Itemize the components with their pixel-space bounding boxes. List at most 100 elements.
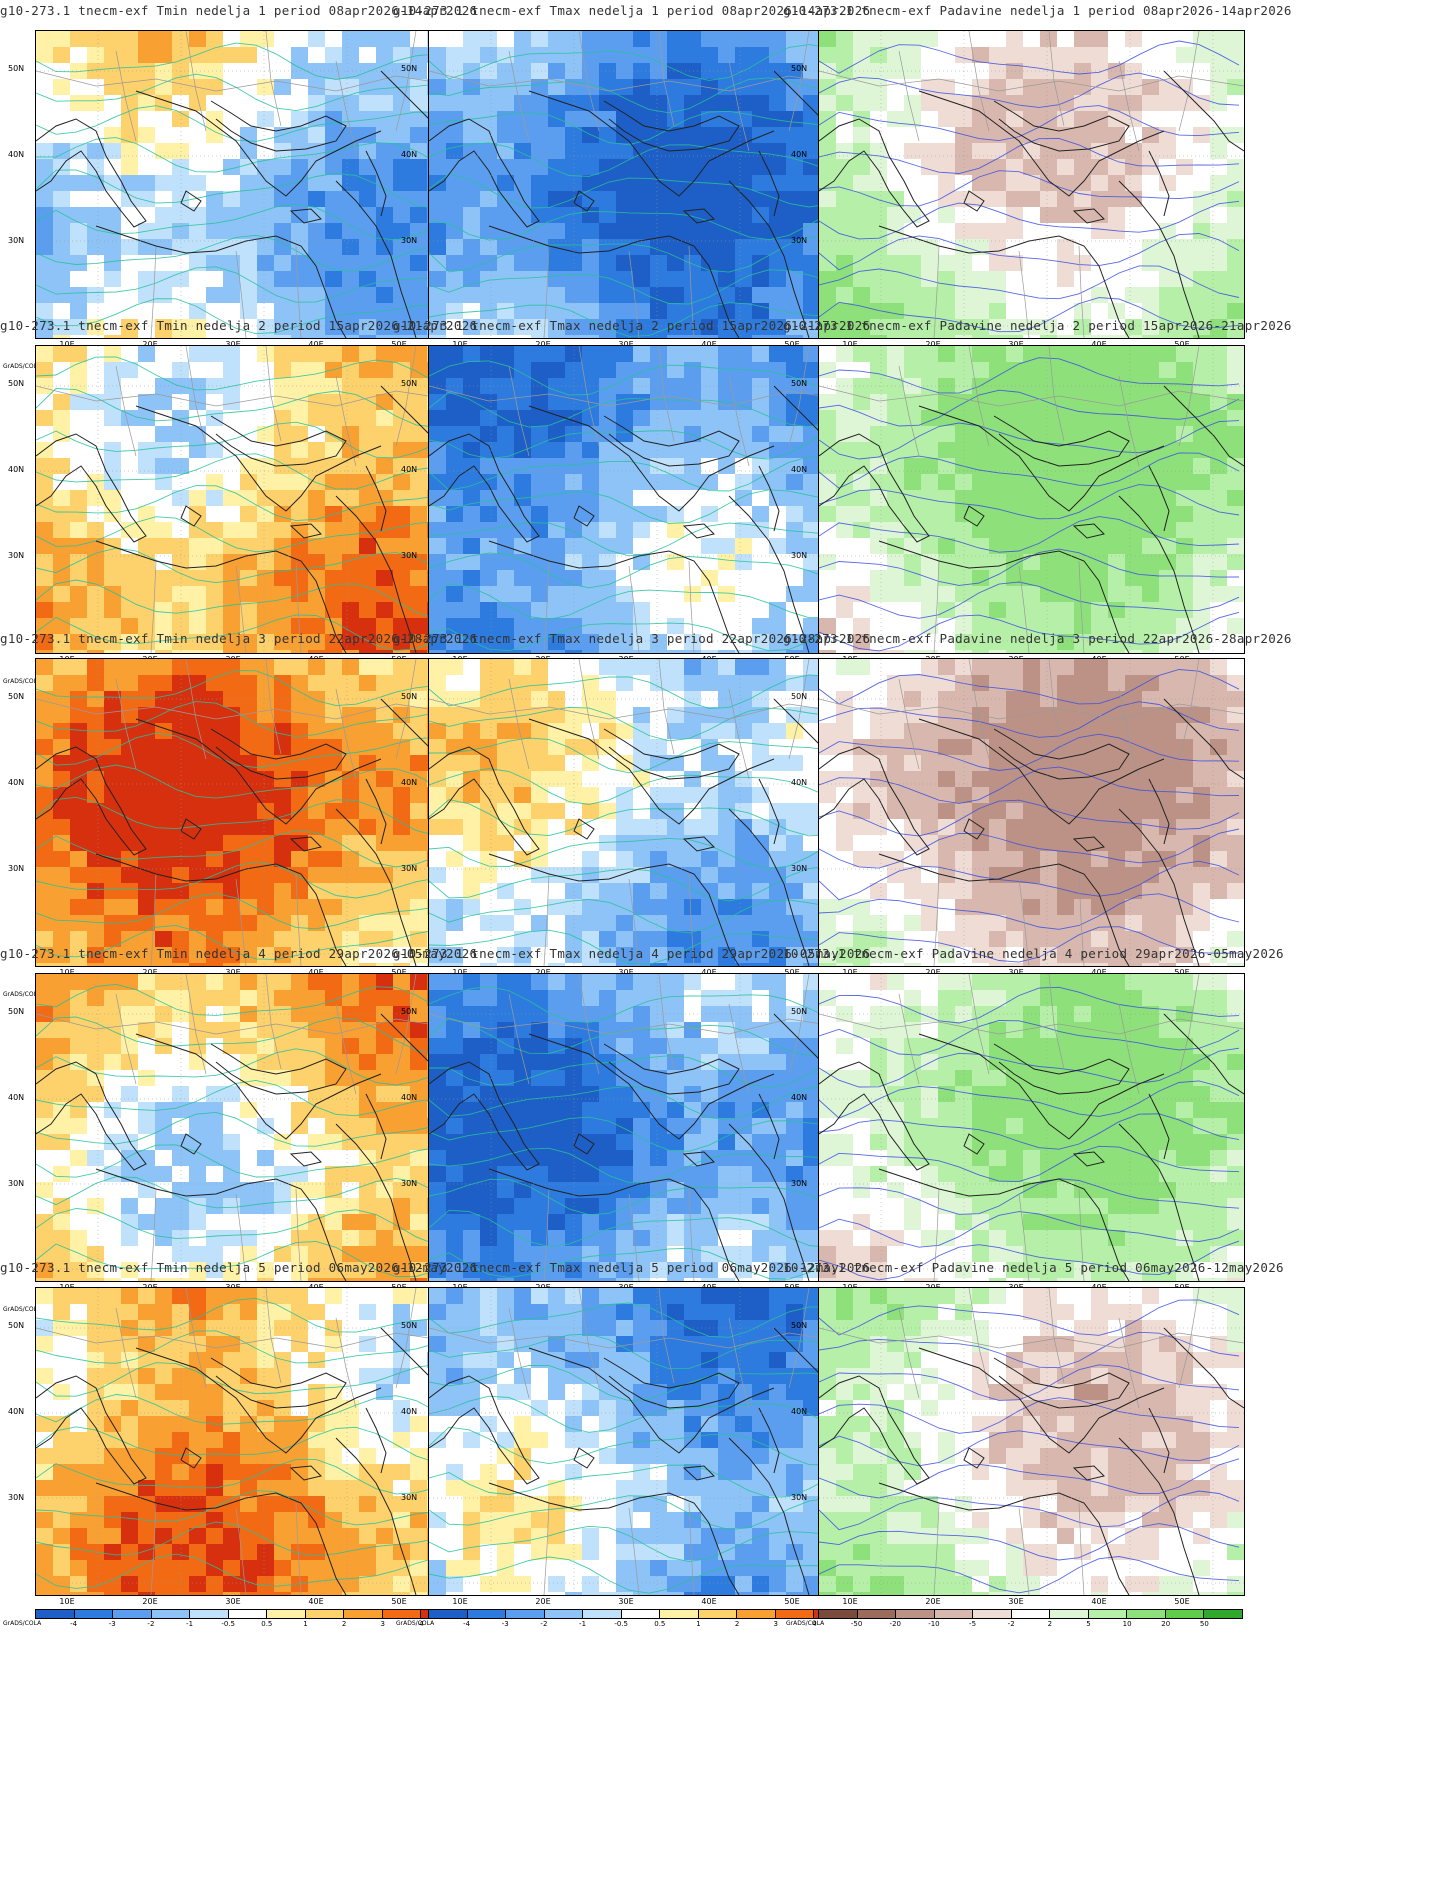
coastline — [335, 808, 417, 966]
contour-line — [819, 1430, 1240, 1467]
anomaly-map — [819, 1288, 1244, 1595]
grads-credit: GrADS/COLA — [3, 1306, 42, 1313]
coastline — [758, 465, 780, 532]
contour-line — [819, 1523, 1240, 1561]
longitude-label: 20E — [925, 968, 941, 977]
colorbar-swatch — [1011, 1610, 1051, 1618]
contour-line — [36, 830, 457, 868]
coastline — [36, 1061, 147, 1171]
contour-line — [429, 1464, 850, 1498]
colorbar-tick-label: -1 — [186, 1620, 194, 1628]
coastline — [528, 405, 775, 512]
country-border — [933, 560, 940, 653]
contour-line — [429, 360, 850, 396]
country-border — [1118, 375, 1140, 467]
contour-line — [429, 269, 850, 305]
longitude-label: 20E — [535, 340, 551, 349]
contour-line — [36, 1426, 457, 1463]
country-border — [185, 659, 207, 760]
map-area — [35, 1287, 462, 1596]
country-border — [235, 565, 247, 653]
country-border — [1018, 250, 1030, 338]
coastline — [335, 495, 417, 653]
contour-line — [429, 866, 850, 902]
coastline — [289, 836, 322, 852]
country-border — [1078, 245, 1085, 338]
country-border — [395, 31, 417, 132]
contour-line — [819, 986, 1240, 1024]
latitude-label: 50N — [401, 1007, 418, 1016]
colorbar-tick-label: -10 — [928, 1620, 940, 1628]
colorbar-swatch — [506, 1610, 545, 1618]
coastline — [289, 1151, 322, 1167]
panel-title: g10-273.1 tnecm-exf Tmin nedelja 5 perio… — [0, 1260, 478, 1275]
longitude-label: 50E — [391, 340, 407, 349]
country-border — [1048, 1288, 1065, 1384]
contour-line — [429, 898, 850, 934]
contour-line — [819, 105, 1240, 142]
country-border — [295, 560, 302, 653]
country-border — [508, 678, 530, 770]
anomaly-map — [36, 1288, 461, 1595]
coastline — [682, 1465, 715, 1481]
longitude-label: 40E — [1091, 1597, 1107, 1606]
map-area — [818, 1287, 1245, 1596]
colorbar-swatch — [151, 1610, 191, 1618]
coastline — [135, 718, 382, 825]
coastline — [429, 1061, 540, 1171]
longitude-label: 10E — [452, 340, 468, 349]
country-border — [235, 878, 247, 966]
latitude-label: 30N — [8, 1179, 25, 1188]
panel-title: 10-273.1 tnecm-exf Padavine nedelja 4 pe… — [783, 946, 1284, 961]
contour-line — [429, 1209, 850, 1248]
latitude-label: 30N — [791, 1493, 808, 1502]
longitude-label: 20E — [142, 340, 158, 349]
longitude-label: 50E — [784, 340, 800, 349]
country-border — [1048, 346, 1065, 442]
country-border — [1178, 346, 1200, 447]
country-border — [508, 50, 530, 142]
coastline — [210, 728, 347, 780]
country-border — [898, 365, 920, 457]
country-border — [265, 659, 282, 755]
contour-line — [429, 110, 850, 146]
colorbar-tick-label: -4 — [463, 1620, 471, 1628]
longitude-label: 30E — [618, 1597, 634, 1606]
contour-line — [819, 233, 1240, 271]
coastline — [819, 746, 930, 856]
coastline — [1072, 523, 1105, 539]
panel-title: g10-273.1 tnecm-exf Tmin nedelja 3 perio… — [0, 631, 478, 646]
country-border — [1048, 659, 1065, 755]
contour-line — [429, 1556, 850, 1594]
contour-line — [429, 737, 850, 774]
coastline — [488, 225, 740, 338]
coastline — [95, 540, 347, 653]
country-border — [658, 1288, 675, 1384]
contour-line — [429, 835, 850, 870]
country-border — [543, 560, 550, 653]
longitude-label: 50E — [1174, 968, 1190, 977]
country-border — [395, 1288, 417, 1389]
country-border — [150, 245, 157, 338]
colorbar-tick-label: 50 — [1199, 1620, 1209, 1628]
contour-line — [429, 391, 850, 428]
colorbar-swatch — [113, 1610, 152, 1618]
contour-line — [819, 548, 1240, 586]
latitude-label: 30N — [401, 864, 418, 873]
coastline — [963, 1133, 985, 1155]
colorbar-tick-label: -50 — [850, 1620, 863, 1628]
coastline — [918, 405, 1165, 512]
country-border — [898, 678, 920, 770]
colorbar-tick-label: 4 — [419, 1620, 424, 1628]
country-border — [1078, 560, 1085, 653]
coastline — [528, 90, 775, 197]
country-border — [543, 1188, 550, 1281]
country-border — [185, 1288, 207, 1389]
longitude-label: 50E — [391, 1597, 407, 1606]
panel-title: g10-273.1 tnecm-exf Tmin nedelja 1 perio… — [0, 3, 478, 18]
contour-line — [36, 1458, 457, 1495]
coastline — [488, 1482, 740, 1595]
coastline — [682, 1151, 715, 1167]
country-border — [295, 245, 302, 338]
contour-line — [36, 892, 457, 930]
